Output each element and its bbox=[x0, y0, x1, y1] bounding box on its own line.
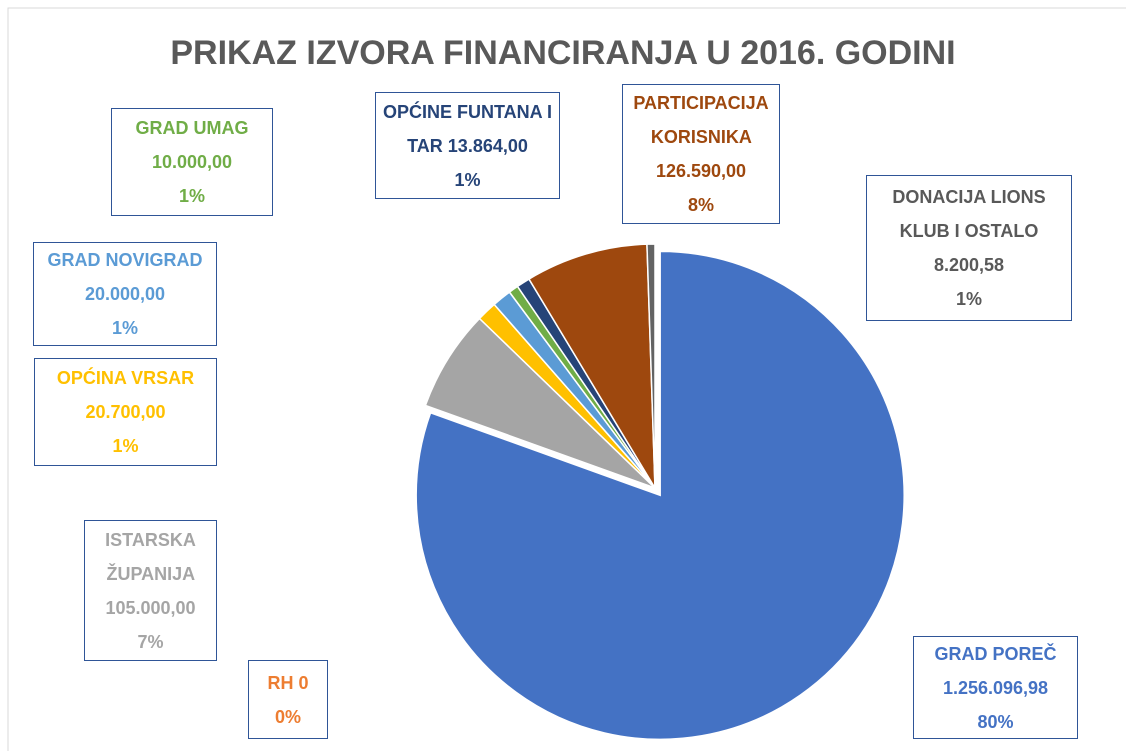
percent-label: 1% bbox=[955, 289, 982, 309]
category-label: OPĆINA VRSAR bbox=[56, 368, 195, 388]
category-label: ISTARSKA ŽUPANIJA bbox=[105, 529, 196, 584]
value-label: 1.256.096,98 bbox=[942, 677, 1049, 698]
percent-label: 80% bbox=[977, 711, 1014, 732]
percent-label: 7% bbox=[137, 631, 164, 652]
data-label: GRAD UMAG 10.000,00 1% bbox=[111, 108, 273, 216]
percent-label: 1% bbox=[111, 318, 138, 338]
pie-slice bbox=[646, 243, 656, 489]
data-label: DONACIJA LIONS KLUB I OSTALO 8.200,58 1% bbox=[866, 175, 1072, 321]
value-label: 0 bbox=[298, 672, 309, 693]
data-label: PARTICIPACIJA KORISNIKA 126.590,00 8% bbox=[622, 84, 780, 224]
data-label: OPĆINE FUNTANA I TAR 13.864,00 1% bbox=[375, 92, 560, 199]
data-label: OPĆINA VRSAR 20.700,00 1% bbox=[34, 358, 217, 466]
chart-border bbox=[7, 7, 1126, 751]
category-label: GRAD NOVIGRAD bbox=[47, 250, 203, 270]
percent-label: 1% bbox=[454, 169, 481, 190]
category-label: RH bbox=[267, 672, 294, 693]
label-text: ISTARSKA ŽUPANIJA 105.000,00 bbox=[91, 523, 210, 625]
value-label: 126.590,00 bbox=[655, 161, 747, 181]
percent-label: 8% bbox=[687, 195, 714, 215]
data-label: ISTARSKA ŽUPANIJA 105.000,00 7% bbox=[84, 520, 217, 661]
label-text: RH 0 bbox=[255, 666, 321, 700]
category-label: PARTICIPACIJA KORISNIKA bbox=[633, 93, 769, 147]
category-label: DONACIJA LIONS KLUB I OSTALO bbox=[892, 187, 1046, 241]
pie-slice bbox=[527, 243, 656, 491]
label-text: OPĆINE FUNTANA I TAR 13.864,00 bbox=[382, 95, 553, 163]
percent-label: 1% bbox=[178, 186, 205, 206]
label-text: DONACIJA LIONS KLUB I OSTALO 8.200,58 bbox=[873, 180, 1065, 282]
category-label: GRAD UMAG bbox=[135, 118, 249, 138]
label-text: GRAD UMAG 10.000,00 bbox=[118, 111, 266, 179]
category-label: GRAD POREČ bbox=[934, 643, 1057, 664]
value-label: 20.000,00 bbox=[84, 284, 166, 304]
data-label: GRAD NOVIGRAD 20.000,00 1% bbox=[33, 242, 217, 346]
value-label: 8.200,58 bbox=[933, 255, 1005, 275]
value-label: 105.000,00 bbox=[105, 597, 196, 618]
category-label: OPĆINE FUNTANA I TAR bbox=[383, 101, 552, 156]
chart-title: PRIKAZ IZVORA FINANCIRANJA U 2016. GODIN… bbox=[170, 34, 956, 72]
percent-label: 1% bbox=[112, 436, 139, 456]
pie-slice bbox=[415, 250, 905, 741]
data-label: GRAD POREČ 1.256.096,98 80% bbox=[913, 636, 1078, 739]
label-text: GRAD NOVIGRAD 20.000,00 bbox=[40, 243, 210, 311]
percent-label: 0% bbox=[274, 706, 301, 727]
label-text: PARTICIPACIJA KORISNIKA 126.590,00 bbox=[629, 86, 773, 188]
value-label: 10.000,00 bbox=[151, 152, 233, 172]
value-label: 20.700,00 bbox=[85, 402, 166, 422]
label-text: OPĆINA VRSAR 20.700,00 bbox=[41, 361, 210, 429]
value-label: 13.864,00 bbox=[447, 135, 528, 156]
label-text: GRAD POREČ 1.256.096,98 bbox=[920, 637, 1071, 705]
data-label: RH 0 0% bbox=[248, 660, 328, 739]
